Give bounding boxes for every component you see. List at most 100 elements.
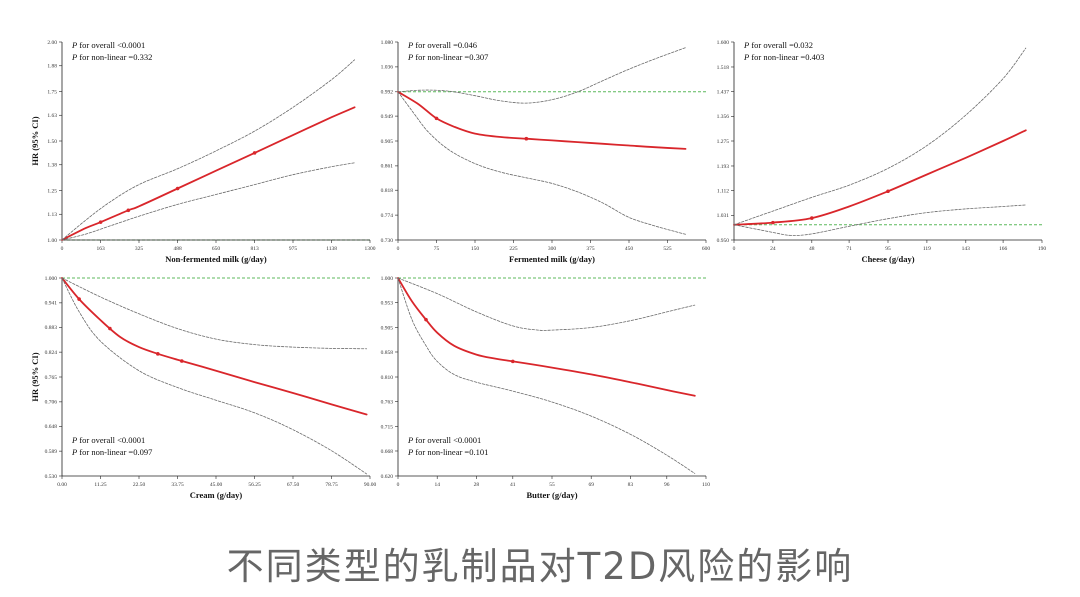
y-tick-label: 1.080 xyxy=(381,40,394,46)
p-value-annotation: P for overall <0.0001 xyxy=(71,435,145,445)
x-tick-label: 110 xyxy=(702,482,710,488)
knot-marker xyxy=(434,116,439,121)
x-tick-label: 190 xyxy=(1038,246,1047,252)
y-tick-label: 1.275 xyxy=(717,139,730,145)
y-tick-label: 0.810 xyxy=(381,375,394,381)
x-tick-label: 488 xyxy=(173,246,182,252)
x-tick-label: 525 xyxy=(663,246,672,252)
y-tick-label: 0.730 xyxy=(381,238,394,244)
y-tick-label: 0.818 xyxy=(381,188,394,194)
p-value-annotation: P for non-linear =0.097 xyxy=(71,447,152,457)
x-tick-label: 975 xyxy=(289,246,298,252)
y-tick-label: 0.950 xyxy=(717,238,730,244)
y-tick-label: 0.824 xyxy=(45,350,58,356)
y-tick-label: 1.600 xyxy=(717,40,730,46)
hr-curve xyxy=(61,277,368,416)
knot-marker xyxy=(886,189,890,194)
x-tick-label: 67.50 xyxy=(287,482,300,488)
x-tick-label: 24 xyxy=(770,246,776,252)
x-tick-label: 119 xyxy=(923,246,931,252)
x-tick-label: 450 xyxy=(625,246,634,252)
y-tick-label: 1.437 xyxy=(717,89,730,95)
ci-lower-curve xyxy=(733,204,1027,236)
y-tick-label: 0.620 xyxy=(381,474,394,480)
x-tick-label: 90.00 xyxy=(364,482,377,488)
x-tick-label: 41 xyxy=(510,482,516,488)
fermented-milk-chart: 0.730 0.774 0.818 0.861 0.905 0.949 0.992 1.036… xyxy=(381,40,711,264)
y-tick-label: 1.38 xyxy=(47,163,57,169)
x-tick-label: 0 xyxy=(733,246,736,252)
y-tick-label: 1.193 xyxy=(717,164,730,170)
y-tick-label: 1.356 xyxy=(717,114,730,120)
knot-marker xyxy=(108,326,112,331)
x-axis-label: Cream (g/day) xyxy=(190,490,243,500)
y-tick-label: 0.905 xyxy=(381,139,394,145)
figure-caption: 不同类型的乳制品对T2D风险的影响 xyxy=(226,545,854,588)
hr-curve xyxy=(61,106,356,241)
ci-upper-curve xyxy=(61,59,355,241)
y-tick-label: 0.763 xyxy=(381,399,394,405)
x-axis-label: Butter (g/day) xyxy=(526,490,577,500)
y-tick-label: 0.774 xyxy=(381,213,394,219)
y-tick-label: 1.000 xyxy=(45,276,58,282)
x-tick-label: 78.75 xyxy=(325,482,338,488)
ci-upper-curve xyxy=(733,47,1027,226)
x-tick-label: 0 xyxy=(397,246,400,252)
y-tick-label: 1.88 xyxy=(47,64,57,70)
y-tick-label: 1.75 xyxy=(47,89,57,95)
x-tick-label: 163 xyxy=(96,246,105,252)
x-tick-label: 225 xyxy=(509,246,518,252)
x-tick-label: 22.50 xyxy=(133,482,146,488)
x-tick-label: 300 xyxy=(548,246,557,252)
y-tick-label: 1.25 xyxy=(47,188,57,194)
knot-marker xyxy=(524,136,529,141)
ci-upper-curve xyxy=(397,47,686,104)
y-tick-label: 1.13 xyxy=(47,212,57,218)
p-value-annotation: P for non-linear =0.332 xyxy=(71,52,152,62)
ci-upper-curve xyxy=(61,277,367,350)
x-tick-label: 0 xyxy=(397,482,400,488)
p-value-annotation: P for overall =0.032 xyxy=(743,40,813,50)
x-axis-label: Fermented milk (g/day) xyxy=(509,254,595,264)
p-value-annotation: P for non-linear =0.101 xyxy=(407,447,488,457)
y-tick-label: 2.00 xyxy=(47,40,57,46)
dose-response-plots: 1.00 1.13 1.25 1.38 1.50 1.63 1.75 1.88 2.00 0 163… xyxy=(30,40,1047,500)
knot-marker xyxy=(98,220,103,224)
knot-marker xyxy=(810,216,814,220)
x-tick-label: 96 xyxy=(664,482,670,488)
x-tick-label: 14 xyxy=(434,482,440,488)
knot-marker xyxy=(252,151,257,155)
y-tick-label: 0.949 xyxy=(381,114,394,120)
knot-marker xyxy=(77,297,81,301)
y-tick-label: 0.883 xyxy=(45,325,58,331)
x-tick-label: 69 xyxy=(588,482,594,488)
y-tick-label: 1.63 xyxy=(47,113,57,119)
x-tick-label: 375 xyxy=(586,246,595,252)
hr-curve xyxy=(733,129,1027,226)
knot-marker xyxy=(126,208,131,213)
non-fermented-milk-chart: 1.00 1.13 1.25 1.38 1.50 1.63 1.75 1.88 2.00 0 163… xyxy=(30,40,376,264)
ci-lower-curve xyxy=(61,162,355,241)
x-tick-label: 83 xyxy=(628,482,634,488)
ci-upper-curve xyxy=(397,277,696,331)
y-tick-label: 1.112 xyxy=(717,188,729,194)
x-tick-label: 1138 xyxy=(326,246,337,252)
x-tick-label: 33.75 xyxy=(171,482,184,488)
knot-marker xyxy=(179,359,184,363)
ci-lower-curve xyxy=(397,91,686,235)
y-tick-label: 0.941 xyxy=(45,301,58,307)
y-tick-label: 1.000 xyxy=(381,276,394,282)
y-tick-label: 0.765 xyxy=(45,375,58,381)
x-tick-label: 95 xyxy=(885,246,891,252)
knot-marker xyxy=(771,220,775,225)
hr-curve xyxy=(397,90,687,150)
knot-marker xyxy=(175,186,180,191)
y-tick-label: 1.00 xyxy=(47,238,57,244)
y-tick-label: 0.589 xyxy=(45,449,58,455)
x-tick-label: 325 xyxy=(135,246,144,252)
y-tick-label: 0.905 xyxy=(381,325,394,331)
x-tick-label: 48 xyxy=(809,246,815,252)
y-tick-label: 1.036 xyxy=(381,65,394,71)
cream-chart: 0.530 0.589 0.648 0.706 0.765 0.824 0.883 0.941… xyxy=(30,276,376,500)
x-axis-label: Non-fermented milk (g/day) xyxy=(165,254,267,264)
